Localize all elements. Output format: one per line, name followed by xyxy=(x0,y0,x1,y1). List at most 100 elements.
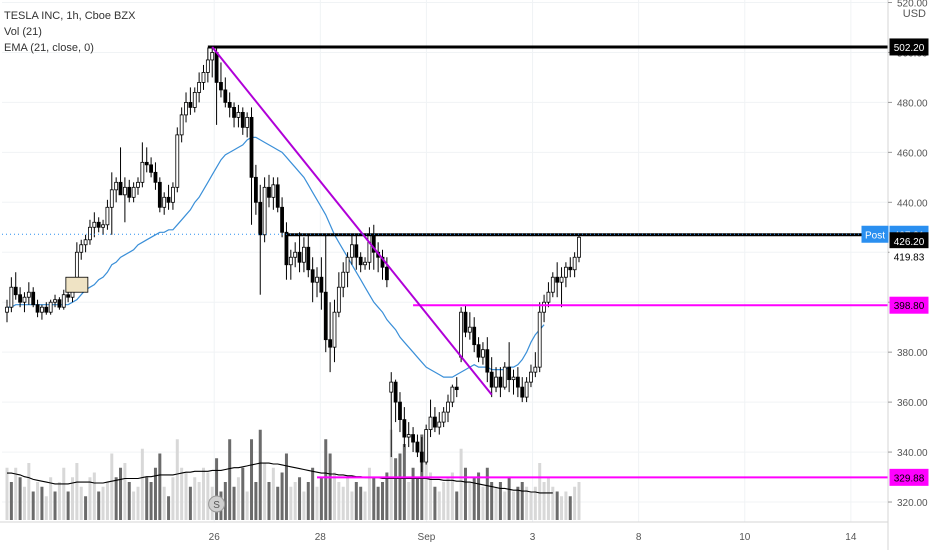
candle xyxy=(101,224,105,228)
candle xyxy=(433,416,437,428)
candle xyxy=(437,421,442,428)
time-tick-label: 14 xyxy=(845,532,857,543)
volume-bar xyxy=(463,467,467,520)
grid xyxy=(2,0,888,522)
volume-bar xyxy=(36,482,40,520)
candle xyxy=(280,206,284,233)
volume-bar xyxy=(402,444,406,520)
volume-bar xyxy=(289,486,293,520)
volume-bar xyxy=(542,482,546,520)
volume-bar xyxy=(75,463,79,520)
candle xyxy=(459,311,464,358)
price-tag-329: 329.88 xyxy=(894,473,925,484)
candle xyxy=(537,311,542,368)
candle xyxy=(481,349,485,358)
candle xyxy=(57,299,62,308)
volume-bar xyxy=(201,467,205,520)
candle xyxy=(162,196,167,208)
candle xyxy=(253,176,258,203)
volume-bar xyxy=(507,477,511,520)
volume-bar xyxy=(376,486,380,520)
candle xyxy=(446,401,450,413)
candle xyxy=(96,221,101,228)
ema-legend[interactable]: EMA (21, close, 0) xyxy=(4,42,94,54)
volume-bar xyxy=(188,486,192,520)
price-axis[interactable]: 320.00340.00360.00380.00400.00420.00440.… xyxy=(887,0,928,550)
volume-bar xyxy=(215,458,219,520)
volume-bar xyxy=(354,482,358,520)
candle xyxy=(564,266,568,278)
candle xyxy=(245,116,250,128)
volume-bar xyxy=(70,477,74,520)
volume-bar xyxy=(455,491,459,520)
down-trendline[interactable] xyxy=(211,46,493,396)
candle xyxy=(66,294,71,298)
candle xyxy=(232,106,236,118)
time-axis[interactable]: 26 28 Sep 3 8 10 14 xyxy=(0,521,888,543)
candle xyxy=(40,306,44,313)
candle xyxy=(157,181,162,208)
price-tick-label: 520.00 xyxy=(897,0,928,9)
candle xyxy=(415,441,420,453)
event-marker xyxy=(208,495,226,513)
candle xyxy=(197,82,202,93)
volume-bar xyxy=(110,453,114,520)
post-tag-bg xyxy=(861,225,889,243)
candle xyxy=(367,234,372,263)
candle xyxy=(297,251,302,263)
candle xyxy=(214,52,219,83)
volume-bar xyxy=(92,472,96,520)
volume-bar xyxy=(568,496,572,520)
volume-bar xyxy=(105,482,109,520)
volume-bar xyxy=(62,467,66,520)
candle xyxy=(109,189,114,208)
volume-bar xyxy=(315,486,319,520)
volume-bars: S xyxy=(5,429,581,520)
ema-line-group xyxy=(7,136,545,378)
candle xyxy=(275,184,280,208)
candle xyxy=(223,89,228,103)
volume-bar xyxy=(446,477,450,520)
volume-bar xyxy=(97,491,101,520)
volume-bar xyxy=(267,482,271,520)
volume-bar xyxy=(494,486,498,520)
candle xyxy=(498,376,503,388)
candle xyxy=(302,246,306,263)
volume-bar xyxy=(346,477,350,520)
volume-bar xyxy=(184,472,188,520)
time-tick-label: 3 xyxy=(530,532,536,543)
volume-bar xyxy=(429,472,433,520)
candle xyxy=(236,111,241,118)
volume-bar xyxy=(424,463,428,520)
candle xyxy=(92,221,97,228)
volume-bar xyxy=(337,482,341,520)
candle xyxy=(550,276,555,293)
price-tag-502-bg xyxy=(889,38,929,56)
volume-bar xyxy=(573,486,577,520)
volume-bar xyxy=(551,486,555,520)
candle xyxy=(529,371,533,383)
candle xyxy=(201,72,206,83)
volume-bar xyxy=(193,477,197,520)
candle xyxy=(363,261,367,266)
volume-bar xyxy=(490,482,494,520)
volume-legend[interactable]: Vol (21) xyxy=(4,26,42,38)
volume-bar xyxy=(232,486,236,520)
candle xyxy=(524,381,529,398)
candle xyxy=(406,434,411,438)
time-tick-label: 26 xyxy=(209,532,221,543)
candle xyxy=(22,296,27,303)
price-tag-ema: 419.83 xyxy=(894,253,925,264)
volume-bar xyxy=(385,472,389,520)
price-tag-329-bg xyxy=(889,468,929,486)
candle xyxy=(332,311,337,348)
candle xyxy=(398,401,402,420)
volume-bar xyxy=(263,463,267,520)
event-marker-letter: S xyxy=(213,500,220,511)
drawing-lines[interactable] xyxy=(2,45,888,479)
symbol-legend[interactable]: TESLA INC, 1h, Cboe BZX xyxy=(4,10,136,22)
volume-bar xyxy=(332,472,336,520)
candle xyxy=(31,291,36,306)
